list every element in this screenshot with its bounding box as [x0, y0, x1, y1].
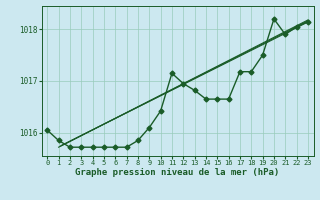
X-axis label: Graphe pression niveau de la mer (hPa): Graphe pression niveau de la mer (hPa) — [76, 168, 280, 177]
